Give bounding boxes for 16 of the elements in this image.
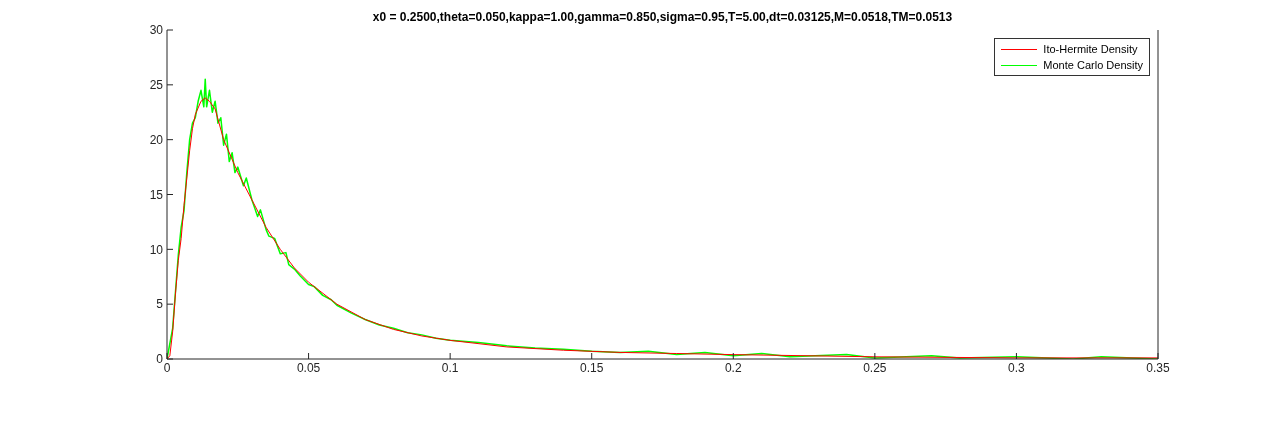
x-tick-label: 0.15 bbox=[580, 360, 604, 375]
chart-title: x0 = 0.2500,theta=0.050,kappa=1.00,gamma=0.850,sigma=0.95,T=5.00,dt=0.03125,M=0.0518,TM=0.0513 bbox=[371, 10, 954, 24]
y-tick-label: 10 bbox=[149, 242, 164, 257]
y-tick-label: 25 bbox=[149, 78, 164, 93]
legend-label: Monte Carlo Density bbox=[1043, 59, 1143, 71]
y-tick-label: 15 bbox=[149, 187, 164, 202]
y-tick-label: 30 bbox=[149, 23, 164, 38]
x-tick-label: 0.1 bbox=[441, 360, 459, 375]
x-tick-label: 0.05 bbox=[296, 360, 321, 375]
y-tick-label: 5 bbox=[156, 297, 164, 312]
y-tick-label: 20 bbox=[149, 132, 164, 147]
x-tick-label: 0.25 bbox=[863, 360, 887, 375]
x-tick-label: 0.3 bbox=[1008, 360, 1026, 375]
x-tick-label: 0.35 bbox=[1146, 360, 1170, 375]
x-tick-label: 0.2 bbox=[724, 360, 742, 375]
legend-label: Ito-Hermite Density bbox=[1043, 43, 1138, 55]
